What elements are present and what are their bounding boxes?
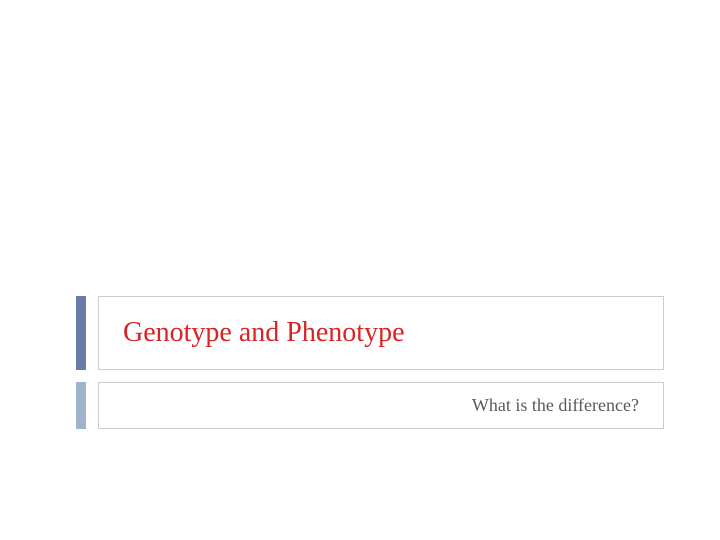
title-block: Genotype and Phenotype xyxy=(76,296,664,370)
title-box: Genotype and Phenotype xyxy=(98,296,664,370)
slide-title: Genotype and Phenotype xyxy=(123,317,639,349)
subtitle-block: What is the difference? xyxy=(76,382,664,429)
title-accent-bar xyxy=(76,296,86,370)
subtitle-accent-bar xyxy=(76,382,86,429)
slide-subtitle: What is the difference? xyxy=(123,395,639,416)
subtitle-box: What is the difference? xyxy=(98,382,664,429)
slide-content: Genotype and Phenotype What is the diffe… xyxy=(76,296,664,429)
